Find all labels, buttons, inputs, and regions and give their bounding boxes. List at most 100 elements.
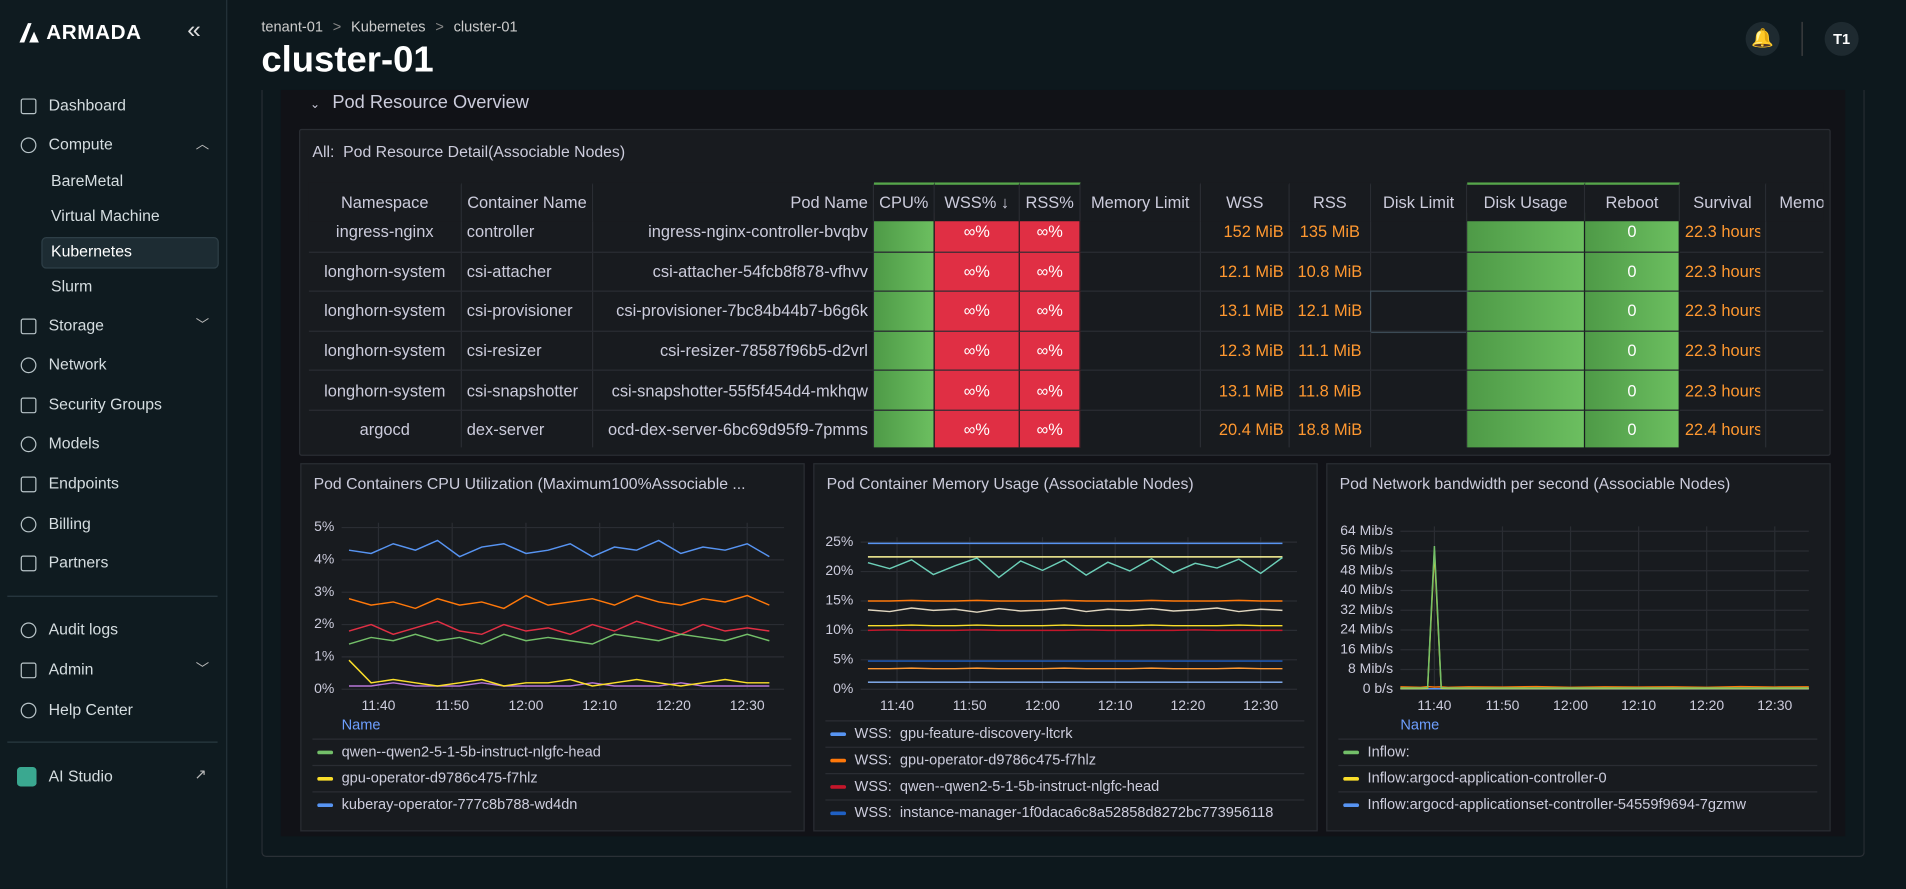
column-header[interactable]: RSS% bbox=[1019, 182, 1081, 222]
divider bbox=[1801, 21, 1803, 56]
cell-text: 12.1 MiB bbox=[1297, 302, 1363, 321]
column-header[interactable]: CPU% bbox=[874, 182, 935, 222]
column-header[interactable]: Namespace bbox=[308, 182, 462, 222]
table-cell: ∞% bbox=[934, 410, 1020, 448]
legend-swatch bbox=[830, 811, 847, 816]
table-cell bbox=[1766, 213, 1824, 253]
table-cell: ∞% bbox=[934, 291, 1020, 332]
column-header[interactable]: Reboot bbox=[1585, 182, 1680, 222]
cell-text: ocd-dex-server-6bc69d95f9-7pmms bbox=[607, 420, 868, 440]
table-cell: ocd-dex-server-6bc69d95f9-7pmms bbox=[593, 410, 875, 448]
nav-item[interactable]: Help Center bbox=[48, 700, 133, 719]
table-cell: 12.3 MiB bbox=[1201, 331, 1290, 372]
y-tick-label: 3% bbox=[314, 583, 334, 599]
legend-swatch bbox=[1343, 777, 1360, 781]
column-header[interactable]: Memory Limit bbox=[1080, 182, 1202, 222]
cell-text: csi-provisioner bbox=[466, 302, 573, 321]
nav-icon bbox=[20, 516, 37, 533]
notifications[interactable]: 🔔 bbox=[1745, 21, 1780, 56]
cell-text: 135 MiB bbox=[1299, 222, 1360, 242]
table-cell: 0 bbox=[1585, 371, 1680, 411]
nav-item[interactable]: Partners bbox=[48, 553, 109, 572]
nav-item[interactable]: Kubernetes bbox=[51, 241, 132, 261]
section-title: Pod Resource Overview bbox=[332, 92, 529, 114]
nav-item[interactable]: Compute bbox=[48, 134, 113, 154]
nav-item[interactable]: Security Groups bbox=[48, 395, 162, 414]
cell-text: 0 bbox=[1627, 262, 1637, 281]
table-cell: longhorn-system bbox=[308, 331, 462, 372]
cell-text: argocd bbox=[359, 420, 410, 440]
nav-item[interactable]: Storage bbox=[48, 316, 104, 335]
cell-text: ∞% bbox=[1036, 222, 1063, 242]
y-tick-label: 2% bbox=[314, 615, 334, 631]
table-cell: ingress-nginx-controller-bvqbv bbox=[593, 212, 875, 253]
series-line bbox=[348, 620, 770, 636]
cell-text: ingress-nginx bbox=[335, 222, 434, 242]
page-title: cluster-01 bbox=[261, 40, 434, 81]
table-cell: 13.1 MiB bbox=[1201, 291, 1290, 332]
column-header[interactable]: Survival bbox=[1679, 182, 1767, 222]
column-header[interactable]: Disk Limit bbox=[1371, 182, 1468, 222]
table-cell bbox=[1371, 331, 1468, 372]
table-cell: ∞% bbox=[1019, 331, 1081, 372]
collapse-button[interactable]: « bbox=[187, 17, 201, 44]
avatar[interactable]: T1 bbox=[1824, 21, 1859, 56]
nav-icon bbox=[20, 555, 37, 572]
column-header[interactable]: Pod Name bbox=[593, 182, 875, 222]
nav-item[interactable]: Endpoints bbox=[48, 474, 119, 493]
y-tick-label: 24 Mib/s bbox=[1340, 621, 1393, 637]
column-header[interactable]: WSS bbox=[1201, 182, 1290, 222]
column-header[interactable]: Disk Usage bbox=[1467, 182, 1586, 222]
column-header[interactable]: Container Name bbox=[461, 182, 594, 222]
nav-item[interactable]: Models bbox=[48, 433, 100, 453]
legend-label: Inflow:argocd-applicationset-controller-… bbox=[1368, 797, 1747, 813]
crumb[interactable]: tenant-01 bbox=[261, 18, 324, 36]
table-cell bbox=[1371, 212, 1468, 253]
nav-item[interactable]: Dashboard bbox=[48, 96, 126, 115]
cell-text: csi-resizer-78587f96b5-d2vrl bbox=[659, 341, 868, 360]
table-cell: csi-provisioner-7bc84b44b7-b6g6k bbox=[593, 291, 875, 332]
cell-text: 0 bbox=[1627, 341, 1637, 360]
table-cell: 0 bbox=[1585, 252, 1680, 292]
sort-icon[interactable]: ↓ bbox=[996, 193, 1010, 212]
crumb[interactable]: Kubernetes bbox=[350, 18, 426, 36]
series-line bbox=[867, 624, 1283, 627]
chevron: ﹀ bbox=[195, 318, 210, 334]
series-line bbox=[348, 539, 770, 558]
legend-swatch bbox=[1343, 803, 1360, 808]
cell-text: 0 bbox=[1627, 381, 1637, 400]
table-cell bbox=[1080, 371, 1202, 411]
table-cell: 22.3 hours bbox=[1679, 291, 1767, 332]
table-cell bbox=[874, 371, 935, 411]
nav-item[interactable]: Billing bbox=[48, 514, 91, 533]
nav-item[interactable]: BareMetal bbox=[51, 171, 124, 190]
table-cell: 13.1 MiB bbox=[1201, 371, 1290, 411]
series-line bbox=[867, 556, 1283, 579]
nav-item[interactable]: AI Studio bbox=[48, 767, 113, 786]
column-header-text: RSS bbox=[1312, 193, 1347, 212]
cell-text: ∞% bbox=[1036, 381, 1063, 400]
cell-text: controller bbox=[466, 222, 535, 242]
column-header[interactable]: RSS bbox=[1289, 182, 1372, 222]
nav-item[interactable]: Audit logs bbox=[48, 619, 119, 639]
x-tick-label: 11:50 bbox=[953, 697, 987, 713]
y-tick-label: 48 Mib/s bbox=[1340, 561, 1393, 577]
cell-text: 0 bbox=[1627, 420, 1637, 440]
column-header-text: Disk Limit bbox=[1383, 193, 1455, 212]
table-cell: csi-resizer bbox=[461, 331, 594, 372]
nav-item[interactable]: Virtual Machine bbox=[51, 206, 160, 225]
y-tick-label: 15% bbox=[825, 592, 853, 608]
table-cell bbox=[1080, 291, 1202, 332]
nav-item[interactable]: Slurm bbox=[51, 277, 93, 296]
cell-text: 10.8 MiB bbox=[1297, 262, 1363, 281]
table-cell: ∞% bbox=[934, 331, 1020, 372]
nav-item[interactable]: Network bbox=[48, 354, 107, 374]
cell-text: 0 bbox=[1627, 302, 1637, 321]
section-header[interactable]: ⌄ Pod Resource Overview bbox=[309, 92, 529, 114]
column-header[interactable]: WSS% ↓ bbox=[934, 182, 1020, 222]
table-cell bbox=[1766, 292, 1824, 332]
legend-label: gpu-operator-d9786c475-f7hlz bbox=[342, 771, 538, 787]
column-header[interactable]: Memo bbox=[1766, 182, 1824, 222]
nav-item[interactable]: Admin bbox=[48, 660, 94, 679]
sidebar bbox=[0, 0, 228, 889]
